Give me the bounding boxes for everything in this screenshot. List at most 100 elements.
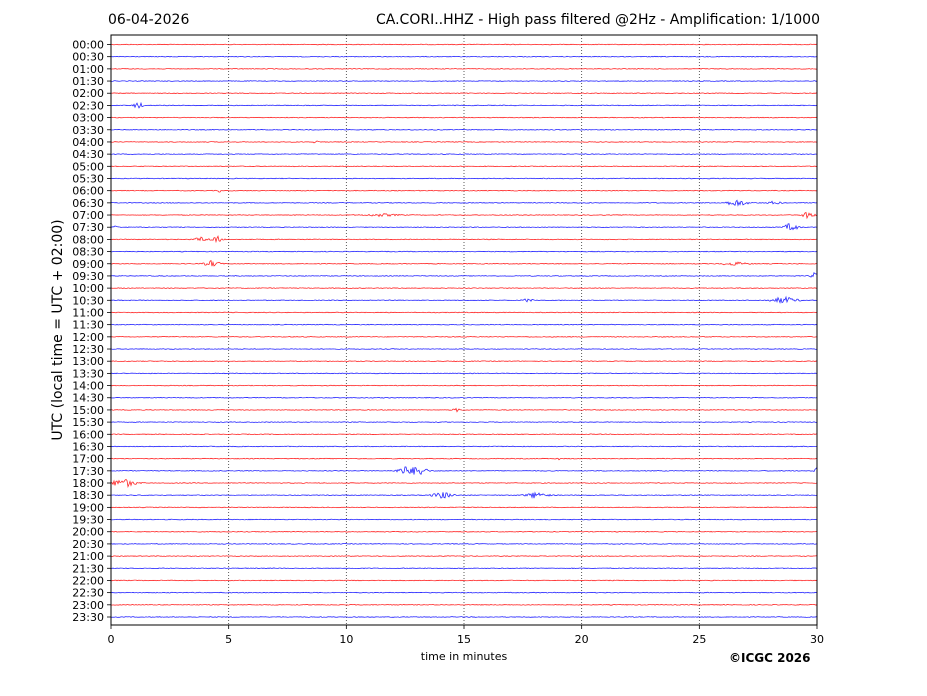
y-tick-label: 06:30 [72, 197, 104, 210]
y-tick-label: 10:30 [72, 294, 104, 307]
y-tick-label: 11:30 [72, 319, 104, 332]
trace-row-1630 [110, 445, 818, 448]
y-tick-label: 04:00 [72, 136, 104, 149]
y-tick-label: 02:30 [72, 99, 104, 112]
y-tick-label: 12:00 [72, 331, 104, 344]
y-tick-label: 09:00 [72, 258, 104, 271]
trace-row-0930 [110, 272, 818, 278]
trace-row-1600 [110, 433, 818, 436]
trace-row-1530 [110, 421, 818, 423]
y-tick-label: 01:30 [72, 75, 104, 88]
y-tick-label: 05:00 [72, 160, 104, 173]
trace-row-2030 [110, 543, 818, 545]
trace-row-2000 [110, 530, 818, 533]
y-tick-label: 17:30 [72, 465, 104, 478]
x-tick-label: 20 [575, 633, 589, 646]
y-tick-label: 14:00 [72, 380, 104, 393]
trace-row-1730 [111, 466, 818, 476]
y-tick-label: 16:30 [72, 440, 104, 453]
y-axis-label: UTC (local time = UTC + 02:00) [50, 219, 66, 440]
x-tick-label: 30 [810, 633, 824, 646]
y-tick-label: 10:00 [72, 282, 104, 295]
trace-row-0830 [110, 250, 818, 253]
y-tick-label: 08:00 [72, 233, 104, 246]
x-axis-label: time in minutes [421, 650, 508, 663]
y-tick-label: 08:30 [72, 246, 104, 259]
trace-row-1800 [110, 478, 818, 488]
trace-row-0700 [110, 211, 818, 220]
trace-row-1500 [110, 407, 818, 413]
trace-row-0230 [110, 101, 818, 109]
trace-row-1700 [110, 457, 818, 461]
x-tick-label: 5 [225, 633, 232, 646]
y-tick-label: 19:30 [72, 514, 104, 527]
trace-row-1200 [110, 336, 818, 338]
y-tick-label: 18:00 [72, 477, 104, 490]
y-tick-label: 00:00 [72, 39, 104, 52]
trace-row-1030 [110, 295, 818, 304]
y-tick-label: 16:00 [72, 428, 104, 441]
y-tick-label: 15:30 [72, 416, 104, 429]
trace-row-0030 [110, 55, 818, 58]
plot-title: CA.CORI..HHZ - High pass filtered @2Hz -… [376, 12, 820, 28]
x-tick-label: 0 [108, 633, 115, 646]
trace-row-0400 [110, 140, 818, 144]
trace-row-0130 [110, 80, 818, 82]
trace-row-0900 [110, 259, 818, 267]
y-tick-label: 23:30 [72, 611, 104, 624]
trace-row-0600 [110, 189, 818, 193]
x-tick-label: 10 [339, 633, 353, 646]
trace-row-1000 [110, 287, 818, 289]
x-tick-label: 15 [457, 633, 471, 646]
trace-row-0800 [110, 235, 818, 244]
trace-row-0200 [110, 92, 818, 95]
y-tick-label: 22:30 [72, 587, 104, 600]
y-tick-label: 21:00 [72, 550, 104, 563]
y-tick-label: 23:00 [72, 599, 104, 612]
y-tick-label: 02:00 [72, 87, 104, 100]
trace-row-1100 [110, 311, 818, 314]
trace-row-0630 [110, 199, 818, 207]
y-tick-label: 01:00 [72, 63, 104, 76]
trace-row-2200 [110, 579, 818, 582]
x-tick-label: 25 [692, 633, 706, 646]
trace-row-0330 [110, 128, 818, 131]
trace-row-1300 [110, 360, 818, 363]
trace-row-2100 [110, 555, 818, 557]
trace-row-0730 [110, 223, 818, 231]
y-tick-label: 13:00 [72, 355, 104, 368]
trace-row-2330 [110, 616, 818, 618]
y-tick-label: 06:00 [72, 185, 104, 198]
y-tick-label: 04:30 [72, 148, 104, 161]
y-tick-label: 07:30 [72, 221, 104, 234]
trace-row-1830 [110, 491, 818, 499]
trace-row-1130 [110, 323, 818, 326]
trace-row-0300 [110, 116, 818, 119]
y-tick-label: 18:30 [72, 489, 104, 502]
y-tick-label: 03:00 [72, 112, 104, 125]
y-tick-label: 11:00 [72, 306, 104, 319]
trace-row-0530 [110, 177, 818, 180]
y-tick-label: 09:30 [72, 270, 104, 283]
trace-row-1930 [110, 518, 818, 521]
trace-row-2230 [110, 591, 818, 594]
y-tick-label: 21:30 [72, 562, 104, 575]
trace-row-1430 [110, 396, 818, 399]
trace-row-1330 [110, 372, 818, 375]
y-tick-label: 20:00 [72, 526, 104, 539]
y-tick-label: 07:00 [72, 209, 104, 222]
y-tick-label: 19:00 [72, 501, 104, 514]
y-tick-label: 14:30 [72, 392, 104, 405]
trace-row-0430 [110, 153, 818, 155]
trace-row-0500 [110, 165, 817, 168]
trace-row-1230 [110, 348, 818, 350]
trace-row-1900 [110, 506, 818, 509]
y-tick-label: 05:30 [72, 172, 104, 185]
y-tick-label: 15:00 [72, 404, 104, 417]
trace-row-0000 [110, 43, 818, 46]
y-tick-label: 03:30 [72, 124, 104, 137]
trace-row-1400 [110, 384, 818, 387]
y-tick-label: 17:00 [72, 453, 104, 466]
y-tick-label: 12:30 [72, 343, 104, 356]
